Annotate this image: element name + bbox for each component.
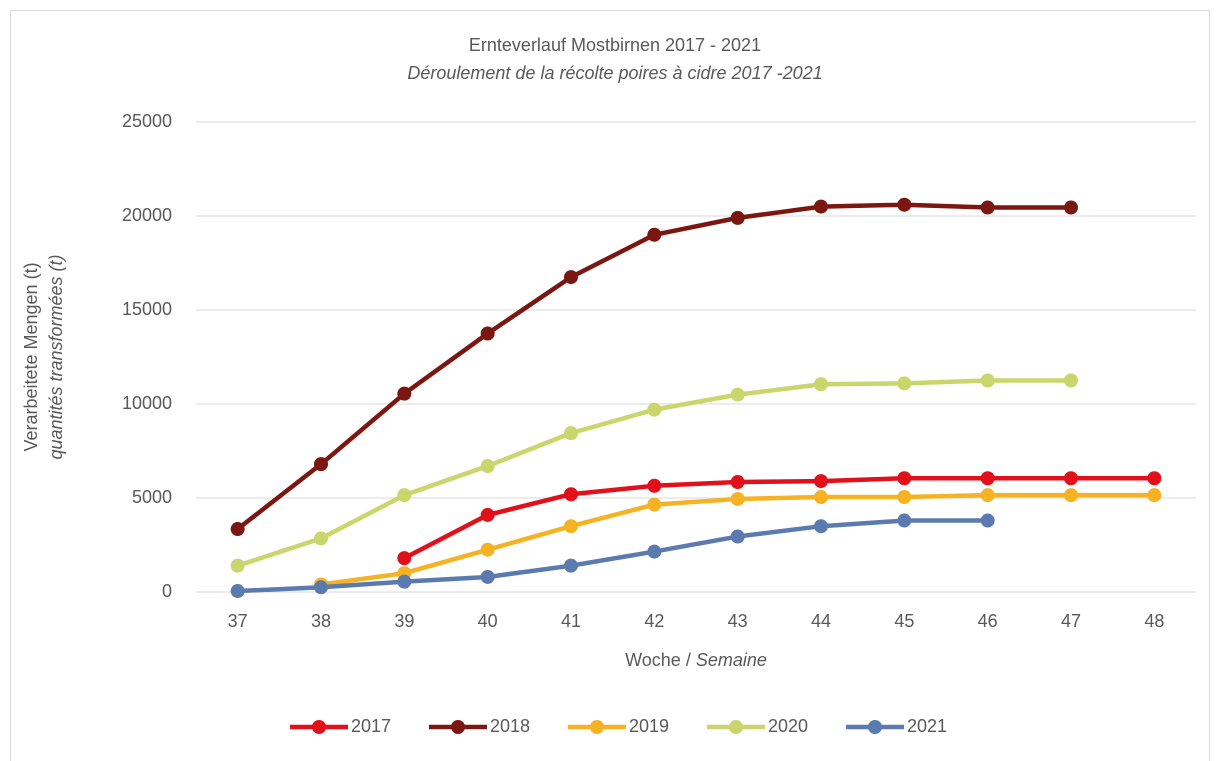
legend-marker xyxy=(451,720,465,734)
y-tick-label: 10000 xyxy=(122,393,172,413)
data-point xyxy=(397,386,412,401)
data-point xyxy=(480,569,495,584)
data-point xyxy=(814,377,828,392)
data-point xyxy=(397,574,412,589)
series-line xyxy=(403,476,1155,561)
data-point xyxy=(897,513,912,528)
x-tick-label: 48 xyxy=(1144,611,1164,631)
data-point xyxy=(980,488,995,503)
data-point xyxy=(1147,471,1162,486)
data-point xyxy=(397,488,412,503)
data-point xyxy=(1147,488,1162,503)
x-tick-label: 46 xyxy=(978,611,998,631)
data-point xyxy=(980,513,995,528)
data-point xyxy=(480,459,495,474)
data-point xyxy=(897,197,912,212)
data-point xyxy=(564,426,578,441)
data-point xyxy=(814,519,828,534)
data-point xyxy=(230,558,245,573)
legend-label: 2019 xyxy=(629,716,669,736)
x-tick-label: 40 xyxy=(478,611,498,631)
data-point xyxy=(480,507,495,522)
chart-subtitle: Déroulement de la récolte poires à cidre… xyxy=(407,63,822,83)
data-point xyxy=(1064,488,1078,503)
y-axis-label: quantités transformées (t) xyxy=(46,254,66,459)
data-point xyxy=(314,531,328,546)
data-point xyxy=(980,373,995,388)
x-axis-label: Semaine xyxy=(696,650,767,670)
x-tick-label: 39 xyxy=(394,611,414,631)
y-tick-label: 15000 xyxy=(122,299,172,319)
x-tick-label: 42 xyxy=(644,611,664,631)
data-point xyxy=(647,227,662,242)
data-point xyxy=(564,519,578,534)
data-point xyxy=(730,210,745,225)
data-point xyxy=(647,544,662,559)
data-point xyxy=(647,402,662,417)
y-tick-label: 25000 xyxy=(122,111,172,131)
legend-marker xyxy=(312,720,326,734)
data-point xyxy=(230,522,245,537)
x-tick-label: 43 xyxy=(728,611,748,631)
data-point xyxy=(564,270,578,285)
data-point xyxy=(730,387,745,402)
legend-label: 2018 xyxy=(490,716,530,736)
chart-title: Ernteverlauf Mostbirnen 2017 - 2021 xyxy=(469,35,761,55)
legend-marker xyxy=(729,720,743,734)
legend-label: 2021 xyxy=(907,716,947,736)
legend-label: 2017 xyxy=(351,716,391,736)
data-point xyxy=(397,551,412,566)
data-point xyxy=(814,199,828,214)
data-point xyxy=(980,200,995,215)
data-point xyxy=(564,487,578,502)
data-point xyxy=(897,471,912,486)
data-point xyxy=(647,478,662,493)
data-point xyxy=(1064,471,1078,486)
chart-border xyxy=(10,10,1210,761)
series-line xyxy=(237,518,988,594)
data-point xyxy=(730,491,745,506)
y-tick-label: 0 xyxy=(162,581,172,601)
data-point xyxy=(1064,200,1078,215)
y-tick-label: 5000 xyxy=(132,487,172,507)
data-point xyxy=(647,497,662,512)
data-point xyxy=(897,490,912,505)
y-axis-title: Verarbeitete Mengen (t) quantités transf… xyxy=(21,254,66,459)
x-tick-label: 37 xyxy=(228,611,248,631)
x-tick-label: 44 xyxy=(811,611,831,631)
x-tick-label: 41 xyxy=(561,611,581,631)
data-point xyxy=(897,376,912,391)
legend-marker xyxy=(868,720,882,734)
data-point xyxy=(730,475,745,490)
data-point xyxy=(314,457,328,472)
x-axis-title: Woche / Semaine xyxy=(625,650,767,670)
data-point xyxy=(1064,373,1078,388)
data-point xyxy=(730,529,745,544)
data-point xyxy=(980,471,995,486)
x-axis-label: Woche / xyxy=(625,650,696,670)
data-point xyxy=(814,474,828,489)
legend-label: 2020 xyxy=(768,716,808,736)
x-tick-label: 38 xyxy=(311,611,331,631)
y-tick-label: 20000 xyxy=(122,205,172,225)
data-point xyxy=(230,584,245,599)
data-point xyxy=(564,558,578,573)
data-point xyxy=(480,326,495,341)
x-tick-label: 45 xyxy=(894,611,914,631)
y-axis-label: Verarbeitete Mengen (t) xyxy=(21,262,41,451)
x-tick-label: 47 xyxy=(1061,611,1081,631)
data-point xyxy=(814,490,828,505)
data-point xyxy=(314,580,328,595)
legend-marker xyxy=(590,720,604,734)
data-point xyxy=(480,542,495,557)
